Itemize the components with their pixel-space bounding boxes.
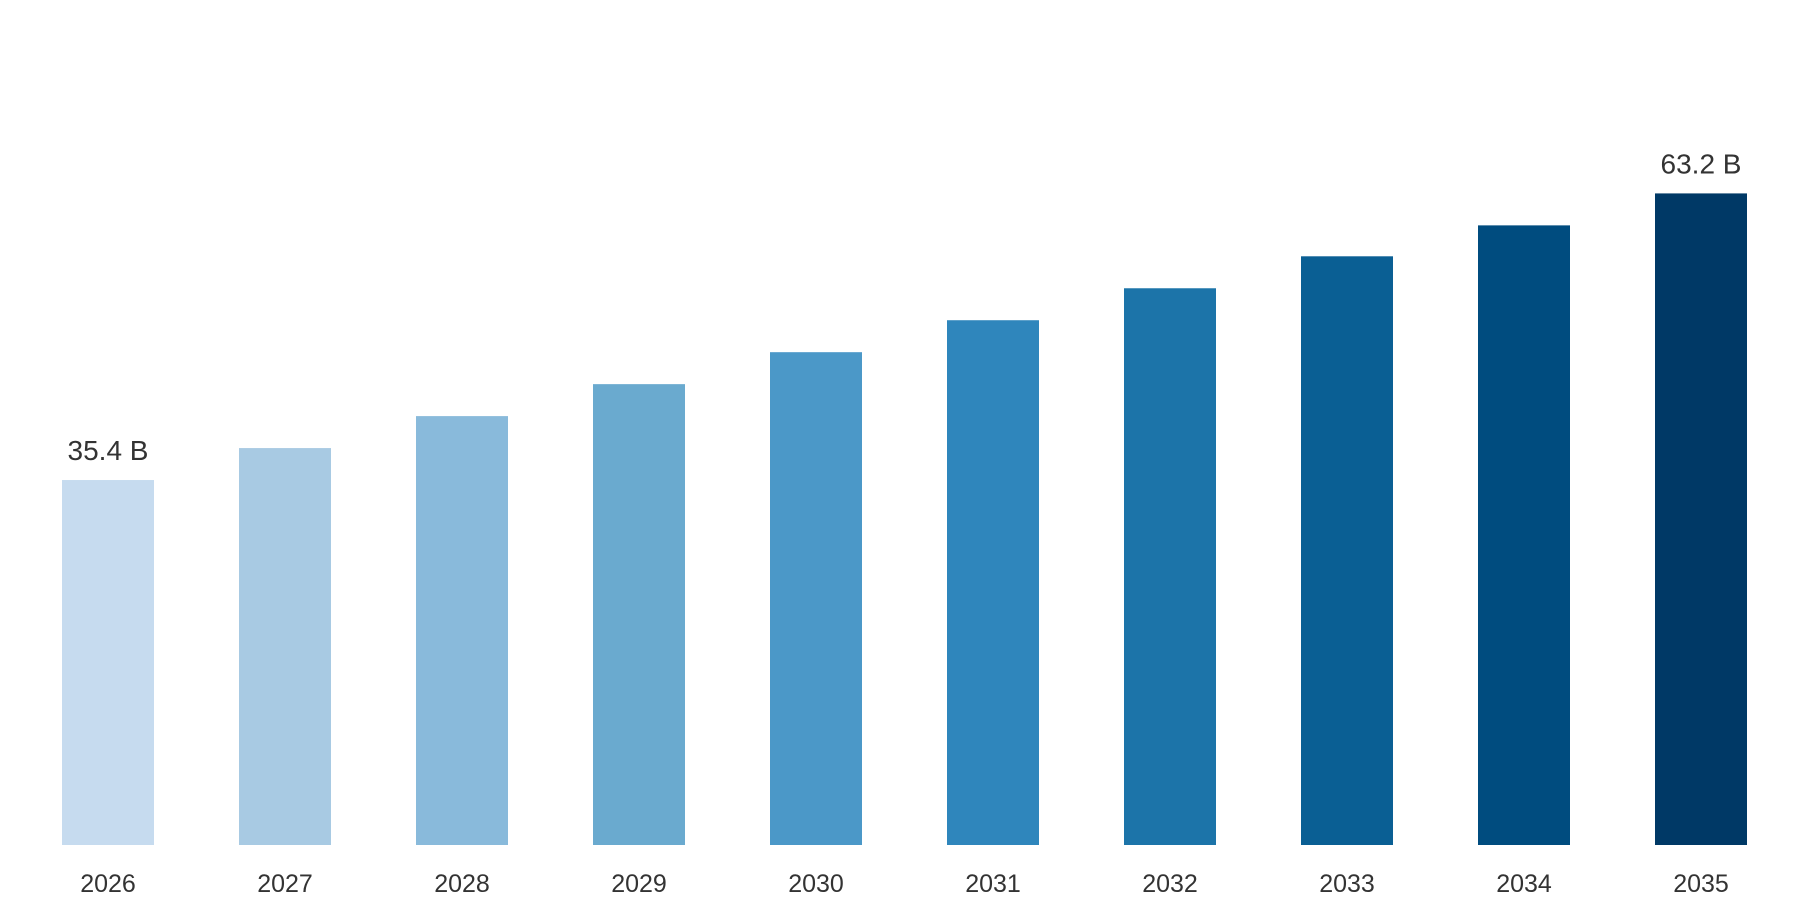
bar-2033 [1301,256,1393,845]
x-tick-label-2029: 2029 [611,870,667,898]
x-tick-label-2033: 2033 [1319,870,1375,898]
x-tick-label-2026: 2026 [80,870,136,898]
bar-2028 [416,416,508,845]
bar-2029 [593,384,685,845]
value-label-2035: 63.2 B [1661,148,1742,179]
x-tick-label-2031: 2031 [965,870,1021,898]
bar-2034 [1478,225,1570,845]
x-tick-label-2028: 2028 [434,870,490,898]
x-tick-label-2034: 2034 [1496,870,1552,898]
bar-2032 [1124,288,1216,845]
x-tick-label-2032: 2032 [1142,870,1198,898]
bar-2026 [62,480,154,845]
value-labels-group: 35.4 B 63.2 B [68,148,1742,466]
x-tick-labels-group: 2026 2027 2028 2029 2030 2031 2032 2033 2034 2035 [80,870,1729,898]
bar-2027 [239,448,331,845]
x-tick-label-2027: 2027 [257,870,313,898]
bars-group [62,193,1747,845]
bar-2035 [1655,193,1747,845]
value-label-2026: 35.4 B [68,435,149,466]
x-tick-label-2035: 2035 [1673,870,1729,898]
x-tick-label-2030: 2030 [788,870,844,898]
bar-2031 [947,320,1039,845]
bar-2030 [770,352,862,845]
